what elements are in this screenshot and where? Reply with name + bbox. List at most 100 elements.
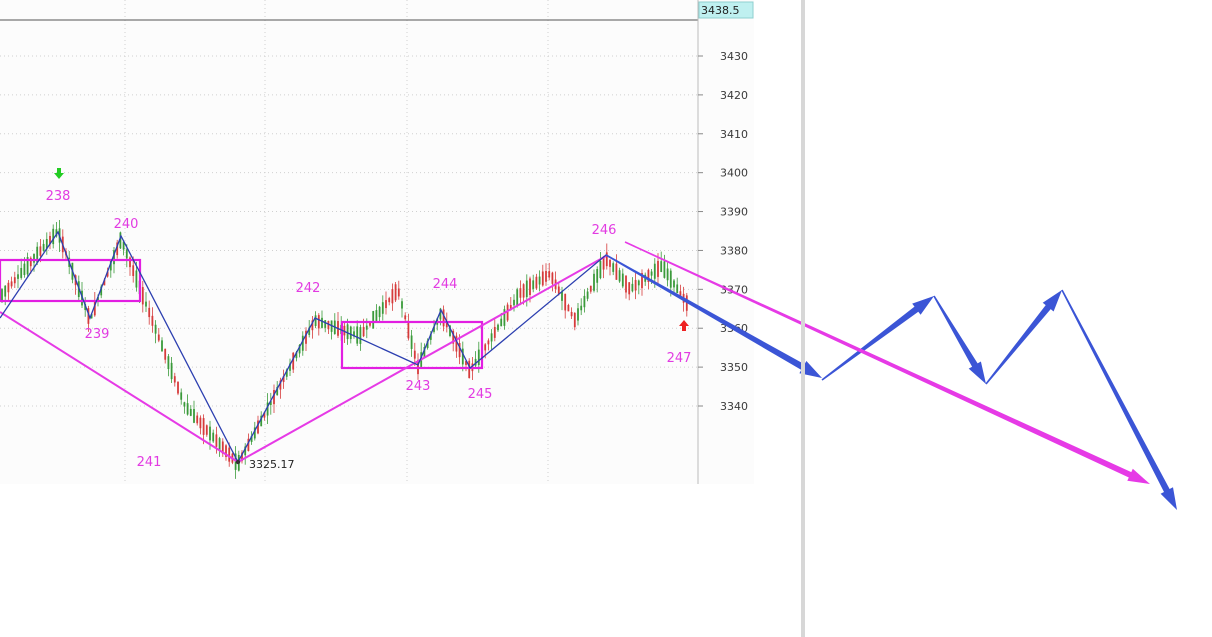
projection-paths [605, 241, 1177, 510]
candle-body [353, 331, 355, 337]
candle-body [356, 326, 359, 344]
candle-body [641, 273, 643, 289]
candle-body [257, 420, 259, 434]
candle-body [561, 291, 563, 301]
candle-body [55, 229, 58, 237]
wave-label-240: 240 [114, 217, 139, 232]
candle-body [183, 402, 186, 407]
candle-body [551, 272, 554, 284]
candle-body [567, 304, 570, 312]
candle-body [596, 269, 599, 283]
candle-body [493, 326, 496, 338]
candle-body [439, 308, 442, 320]
candle-body [564, 293, 567, 311]
panel-divider [801, 0, 805, 637]
candle-body [497, 324, 499, 331]
candle-body [621, 273, 624, 287]
candle-body [369, 321, 371, 326]
wave-label-242: 242 [296, 281, 321, 296]
candle-body [375, 310, 378, 322]
candle-body [650, 271, 653, 276]
candle-body [141, 287, 144, 305]
wave-label-244: 244 [433, 277, 458, 292]
candle-body [10, 281, 13, 287]
candle-body [474, 358, 477, 366]
candle-body [580, 305, 583, 311]
candle-body [164, 348, 167, 360]
candle-body [647, 269, 650, 282]
candle-body [669, 270, 672, 288]
candle-body [573, 312, 576, 328]
candle-body [506, 304, 509, 321]
candle-body [634, 279, 637, 291]
candle-body [445, 321, 448, 328]
candle-body [685, 295, 688, 311]
candle-body [327, 320, 330, 330]
projection-arrow-5 [1061, 289, 1177, 510]
candle-body [426, 340, 429, 349]
candle-body [279, 380, 282, 390]
candle-body [173, 376, 176, 383]
candle-body [557, 286, 560, 294]
candle-body [401, 301, 403, 309]
candle-body [97, 297, 99, 302]
candle-body [631, 283, 634, 292]
candle-body [509, 305, 512, 311]
candle-body [23, 263, 26, 275]
candle-body [589, 285, 592, 292]
candle-body [122, 241, 125, 250]
candle-body [241, 452, 243, 462]
candle-body [103, 279, 106, 286]
candle-body [663, 261, 666, 278]
candle-body [116, 242, 119, 256]
wave-label-239: 239 [85, 327, 110, 342]
candle-body [449, 325, 451, 337]
candle-body [221, 441, 224, 454]
candle-body [324, 320, 327, 328]
candle-body [413, 350, 416, 359]
consolidation-box-2 [340, 320, 484, 370]
wave-label-246: 246 [592, 223, 617, 238]
candle-body [612, 263, 615, 272]
y-tick-label: 3420 [720, 89, 748, 102]
candle-body [20, 267, 23, 278]
candle-body [397, 288, 400, 297]
candle-body [250, 435, 253, 442]
candle-body [90, 314, 93, 319]
candle-body [266, 402, 269, 416]
y-tick-label: 3370 [720, 283, 748, 296]
candle-body [212, 432, 215, 442]
candle-body [349, 326, 352, 340]
candle-body [218, 438, 221, 451]
candle-body [282, 376, 285, 383]
candle-body [29, 257, 32, 267]
candle-body [423, 347, 426, 357]
candle-body [109, 260, 112, 271]
candle-body [570, 311, 573, 317]
candle-body [305, 330, 307, 344]
y-tick-label: 3400 [720, 167, 748, 180]
candle-body [289, 363, 291, 371]
y-tick-label: 3410 [720, 128, 748, 141]
candle-body [301, 335, 304, 351]
candle-body [119, 232, 122, 249]
candle-body [455, 335, 458, 352]
candle-body [39, 246, 42, 256]
candle-body [49, 235, 51, 245]
wave-label-238: 238 [46, 189, 71, 204]
candle-body [410, 335, 413, 349]
candle-body [503, 309, 506, 326]
candle-body [586, 291, 589, 299]
candle-body [458, 343, 461, 358]
candle-body [100, 286, 103, 296]
wave-label-245: 245 [468, 387, 493, 402]
candle-body [500, 318, 503, 327]
candle-body [170, 362, 173, 380]
projection-arrow-1 [605, 254, 822, 378]
buy-signal-arrow [679, 320, 689, 331]
y-tick-label: 3340 [720, 400, 748, 413]
pattern-line-right [237, 255, 607, 463]
candle-body [321, 317, 323, 328]
candle-body [33, 254, 35, 263]
